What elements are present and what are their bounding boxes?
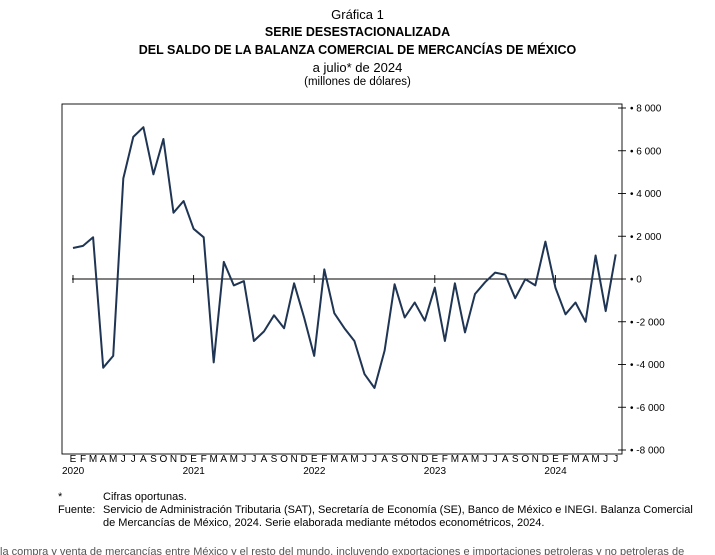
month-tick-label: S [391, 454, 398, 465]
month-tick-label: O [521, 454, 529, 465]
month-tick-label: J [121, 454, 126, 465]
month-tick-label: S [512, 454, 519, 465]
footnotes: * Cifras oportunas. Fuente: Servicio de … [58, 491, 698, 530]
y-axis: • -8 000 • -6 000 • -4 000 • -2 000 • 0 • 2 0… [618, 104, 665, 457]
year-tick-label: 2022 [303, 466, 326, 477]
month-tick-label: A [462, 454, 469, 465]
month-tick-label: F [562, 454, 568, 465]
series-line [72, 126, 617, 389]
month-tick-label: J [372, 454, 377, 465]
y-tick-label: • -4 000 [630, 360, 665, 371]
chart-title-block: Gráfica 1 SERIE DESESTACIONALIZADA DEL S… [0, 6, 715, 89]
month-tick-label: N [290, 454, 297, 465]
month-tick-label: N [411, 454, 418, 465]
month-tick-label: J [603, 454, 608, 465]
series-group [72, 126, 617, 389]
month-tick-label: J [483, 454, 488, 465]
month-tick-label: A [100, 454, 107, 465]
month-tick-label: J [613, 454, 618, 465]
month-tick-label: O [160, 454, 168, 465]
month-tick-label: S [271, 454, 278, 465]
month-tick-label: M [471, 454, 479, 465]
y-tick-label: • 2 000 [630, 232, 662, 243]
month-tick-label: J [362, 454, 367, 465]
y-tick-label: • 6 000 [630, 146, 662, 157]
footnote-source-text: Servicio de Administración Tributaria (S… [103, 504, 693, 529]
month-tick-label: E [431, 454, 438, 465]
y-tick-label: • 0 [630, 275, 642, 286]
month-tick-label: A [220, 454, 227, 465]
line-chart: • -8 000 • -6 000 • -4 000 • -2 000 • 0 • 2 0… [61, 104, 665, 477]
month-tick-label: M [451, 454, 459, 465]
month-tick-label: O [280, 454, 288, 465]
y-tick-label: • 8 000 [630, 104, 662, 115]
cut-off-text: la compra y venta de mercancías entre Mé… [0, 546, 685, 555]
year-tick-label: 2021 [183, 466, 206, 477]
month-tick-label: A [140, 454, 147, 465]
month-tick-label: M [350, 454, 358, 465]
month-tick-label: J [131, 454, 136, 465]
footnote-asterisk-key: * [58, 491, 63, 503]
chart-label: Gráfica 1 [331, 7, 384, 22]
footnote-source-key: Fuente: [58, 504, 96, 516]
chart-title-line1: SERIE DESESTACIONALIZADA [264, 25, 451, 39]
year-tick-label: 2024 [544, 466, 567, 477]
y-tick-label: • -2 000 [630, 317, 665, 328]
chart-units: (millones de dólares) [304, 76, 411, 88]
chart-title-line2: DEL SALDO DE LA BALANZA COMERCIAL DE MER… [138, 43, 577, 57]
chart-subtitle: a julio* de 2024 [312, 60, 403, 75]
month-tick-label: F [201, 454, 207, 465]
month-tick-label: D [180, 454, 187, 465]
footnote-asterisk-text: Cifras oportunas. [103, 491, 187, 503]
month-tick-label: M [330, 454, 338, 465]
month-tick-label: D [421, 454, 428, 465]
month-tick-label: M [591, 454, 599, 465]
month-tick-label: M [89, 454, 97, 465]
month-tick-label: A [502, 454, 509, 465]
month-tick-label: N [532, 454, 539, 465]
month-tick-label: J [241, 454, 246, 465]
month-tick-label: S [150, 454, 157, 465]
month-tick-label: F [442, 454, 448, 465]
y-tick-label: • 4 000 [630, 189, 662, 200]
month-tick-label: A [381, 454, 388, 465]
month-tick-label: N [170, 454, 177, 465]
month-tick-label: A [261, 454, 268, 465]
month-tick-label: F [321, 454, 327, 465]
year-tick-label: 2023 [424, 466, 447, 477]
month-tick-label: E [311, 454, 318, 465]
month-tick-label: E [190, 454, 197, 465]
month-tick-label: M [109, 454, 117, 465]
year-tick-label: 2020 [62, 466, 85, 477]
month-tick-label: F [80, 454, 86, 465]
month-tick-label: D [542, 454, 549, 465]
y-tick-label: • -6 000 [630, 403, 665, 414]
month-tick-label: J [493, 454, 498, 465]
month-tick-label: E [70, 454, 77, 465]
month-tick-label: O [401, 454, 409, 465]
month-tick-label: M [230, 454, 238, 465]
y-tick-label: • -8 000 [630, 446, 665, 457]
month-tick-label: D [301, 454, 308, 465]
month-tick-label: A [582, 454, 589, 465]
month-tick-label: E [552, 454, 559, 465]
month-tick-label: J [251, 454, 256, 465]
month-tick-label: M [571, 454, 579, 465]
month-tick-label: M [210, 454, 218, 465]
month-tick-label: A [341, 454, 348, 465]
